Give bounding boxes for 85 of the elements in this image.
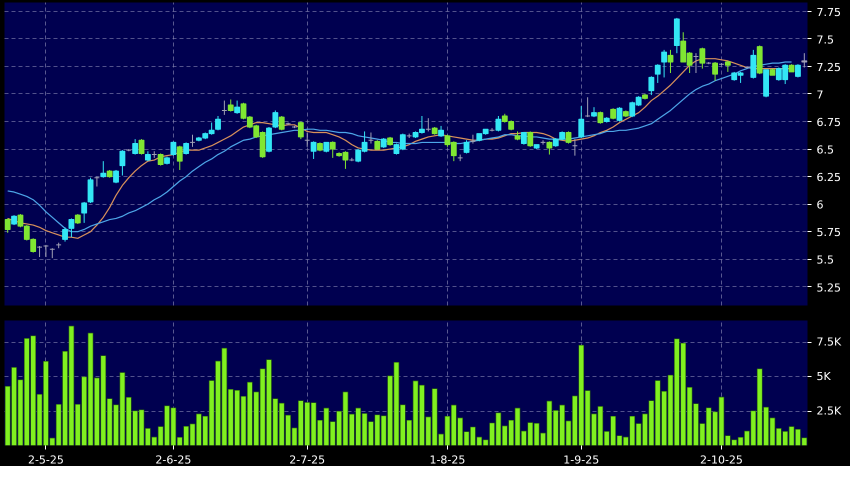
candlestick xyxy=(176,145,183,170)
candlestick xyxy=(215,115,221,131)
candlestick xyxy=(801,52,808,68)
candlestick xyxy=(495,115,502,132)
candlestick xyxy=(36,246,42,258)
candlestick xyxy=(266,126,272,153)
y-tick-label: 2.5K xyxy=(816,404,842,418)
x-tick-label: 2-10-25 xyxy=(700,454,743,466)
x-tick-label: 2-6-25 xyxy=(155,454,192,466)
candlestick xyxy=(100,160,106,178)
candlestick xyxy=(566,130,572,144)
y-tick-label: 7 xyxy=(816,88,824,102)
candlestick xyxy=(119,150,126,176)
x-tick-label: 1-9-25 xyxy=(563,454,600,466)
candlestick xyxy=(43,244,49,258)
x-tick-label: 1-8-25 xyxy=(429,454,466,466)
candlestick xyxy=(724,60,731,72)
y-tick-label: 6.5 xyxy=(816,144,834,157)
candlestick xyxy=(144,150,151,162)
y-tick-label: 6 xyxy=(816,198,824,212)
candlestick xyxy=(323,142,330,153)
candlestick xyxy=(113,169,119,184)
candlestick xyxy=(68,218,74,238)
y-tick-label: 5.25 xyxy=(816,281,841,294)
candlestick xyxy=(380,138,387,148)
candlestick xyxy=(795,64,801,78)
y-tick-label: 7.25 xyxy=(816,60,841,74)
y-tick-label: 6.75 xyxy=(816,116,841,129)
y-tick-label: 5.75 xyxy=(816,226,841,240)
candlestick xyxy=(668,49,674,74)
x-tick-label: 2-7-25 xyxy=(289,454,326,466)
y-tick-label: 5.5 xyxy=(816,254,834,267)
y-tick-label: 7.75 xyxy=(816,6,841,19)
candlestick xyxy=(74,214,81,224)
candlestick xyxy=(374,140,380,151)
candlestick xyxy=(272,110,278,129)
candlestick xyxy=(425,118,432,132)
candlestick xyxy=(94,176,100,188)
candlestick xyxy=(81,201,88,224)
candlestick xyxy=(591,106,597,118)
candlestick xyxy=(616,106,622,122)
candlestick xyxy=(62,226,68,242)
candlestick xyxy=(750,49,756,80)
candlestick xyxy=(190,134,196,148)
candlestick xyxy=(546,140,552,156)
y-tick-label: 7.5 xyxy=(816,33,834,46)
candlestick xyxy=(151,150,158,158)
candlestick xyxy=(304,132,310,148)
candlestick xyxy=(584,96,591,118)
candlestick xyxy=(520,132,527,146)
candlestick xyxy=(610,108,616,120)
candlestick xyxy=(221,100,228,116)
candlestick xyxy=(572,138,578,156)
candlestick xyxy=(132,138,138,156)
candlestick xyxy=(11,214,17,226)
candlestick xyxy=(438,125,444,138)
candlestick xyxy=(648,76,654,96)
y-tick-label: 6.25 xyxy=(816,171,841,184)
candlestick xyxy=(368,132,374,144)
candlestick xyxy=(464,140,470,154)
candlestick xyxy=(661,49,668,78)
candlestick xyxy=(138,138,144,156)
candlestick xyxy=(183,142,190,156)
candlestick xyxy=(234,100,240,114)
candlestick xyxy=(578,106,584,139)
candlestick xyxy=(597,111,604,124)
candlestick xyxy=(654,64,661,84)
y-tick-label: 7.5K xyxy=(816,336,842,349)
candlestick xyxy=(330,140,336,158)
candlestick xyxy=(699,47,706,70)
y-tick-label: 5K xyxy=(816,370,832,384)
candlestick xyxy=(158,152,164,166)
candlestick xyxy=(470,134,476,144)
candlestick xyxy=(693,52,699,74)
candlestick xyxy=(310,140,317,160)
candlestick xyxy=(228,98,234,112)
candlestick xyxy=(712,62,718,82)
candlestick xyxy=(527,130,534,148)
candlestick xyxy=(4,218,11,234)
candlestick xyxy=(298,120,304,140)
candlestick xyxy=(49,248,56,259)
candlestick xyxy=(170,140,176,156)
candlestick xyxy=(278,115,285,131)
x-tick-label: 2-5-25 xyxy=(28,454,64,466)
candlestick xyxy=(88,177,94,204)
